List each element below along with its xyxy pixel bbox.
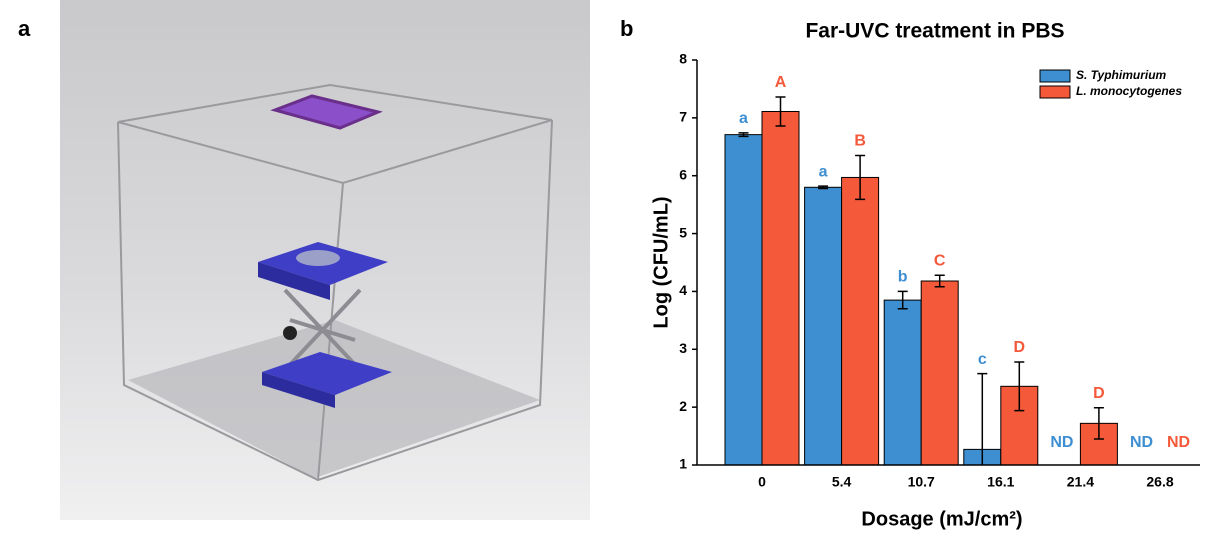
bar [725,135,762,465]
x-tick-label: 5.4 [832,474,852,490]
legend-label: L. monocytogenes [1076,84,1182,98]
annotation: A [775,74,787,91]
y-tick-label: 8 [679,51,687,67]
panel-label: a [18,16,31,41]
y-axis-label: Log (CFU/mL) [650,196,672,328]
annotation: ND [1050,434,1073,451]
render-image [60,0,590,520]
x-axis-label: Dosage (mJ/cm²) [861,508,1022,530]
chart-title: Far-UVC treatment in PBS [805,20,1064,43]
annotation: D [1014,339,1026,356]
bar [762,111,799,465]
figure: a b Far-UVC treatment in PBS Log (CFU/mL)… [0,0,1213,534]
x-tick-label: 16.1 [987,474,1014,490]
annotation: a [819,163,828,180]
y-tick-label: 7 [679,109,687,125]
y-tick-label: 3 [679,340,687,356]
legend-label: S. Typhimurium [1076,68,1167,82]
annotation: C [934,252,946,269]
annotation: B [854,133,866,150]
y-tick-label: 1 [679,456,687,472]
x-tick-label: 26.8 [1146,474,1173,490]
y-tick-label: 5 [679,224,687,240]
annotation: a [739,110,748,127]
bar [805,187,842,465]
y-tick-label: 2 [679,398,687,414]
annotation: ND [1130,434,1153,451]
legend-swatch [1040,70,1070,82]
panel-label: b [620,16,633,41]
bar [842,177,879,465]
annotation: D [1093,385,1105,402]
x-tick-label: 10.7 [908,474,935,490]
annotation: c [978,351,987,368]
y-tick-label: 6 [679,166,687,182]
x-tick-label: 21.4 [1067,474,1094,490]
y-tick-label: 4 [679,282,687,298]
bar [884,300,921,465]
annotation: ND [1167,434,1190,451]
x-tick-label: 0 [758,474,766,490]
annotation: b [898,269,908,286]
bar [921,281,958,465]
legend-swatch [1040,86,1070,98]
